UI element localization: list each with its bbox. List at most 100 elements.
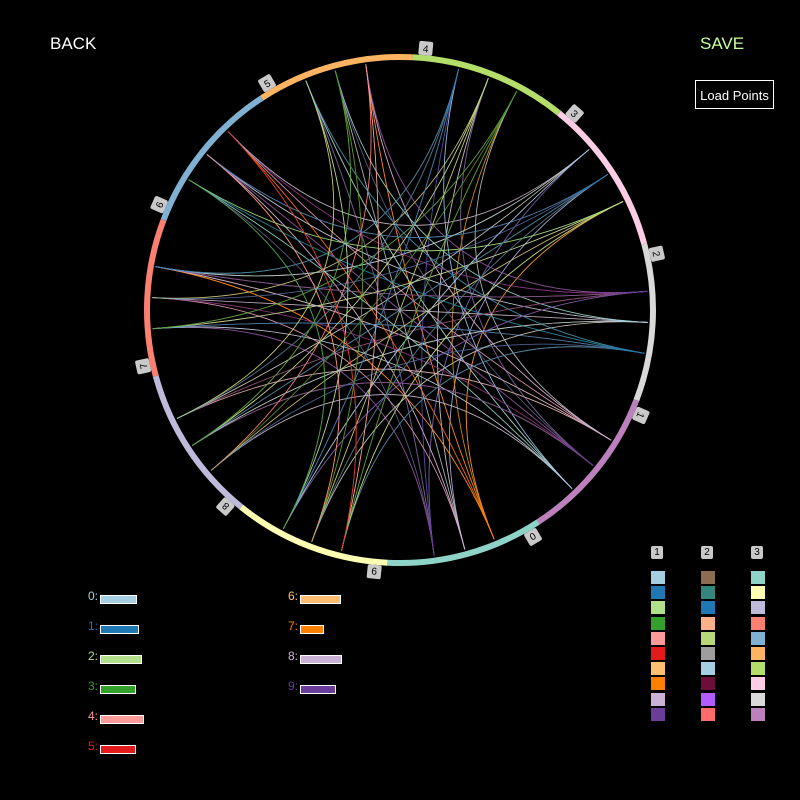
palette-header-2[interactable]: 2 <box>701 546 713 559</box>
palette-swatch[interactable] <box>651 662 665 676</box>
palette-swatch[interactable] <box>701 571 715 584</box>
palette-swatch[interactable] <box>651 692 665 706</box>
palette-swatch[interactable] <box>651 631 665 645</box>
chord-line <box>152 327 435 556</box>
legend-bar[interactable] <box>100 685 136 694</box>
legend-bar[interactable] <box>100 655 142 664</box>
chord-line <box>155 266 495 540</box>
chord-line <box>155 266 648 298</box>
palette-swatch[interactable] <box>651 707 665 721</box>
palette-swatch[interactable] <box>701 647 715 660</box>
palette-swatch[interactable] <box>651 571 665 584</box>
legend-label: 4: <box>88 709 99 723</box>
palette-swatch[interactable] <box>651 601 665 615</box>
palette-header-3[interactable]: 3 <box>751 546 763 559</box>
ring-segment-2[interactable] <box>633 243 656 402</box>
chord-line <box>210 91 518 471</box>
palette-swatch[interactable] <box>751 601 765 615</box>
legend-label: 6: <box>288 589 299 603</box>
palette-swatch[interactable] <box>751 586 765 600</box>
legend-bar[interactable] <box>100 625 139 634</box>
chord-line <box>152 322 645 354</box>
legend-label: 5: <box>88 739 99 753</box>
palette-swatch[interactable] <box>751 616 765 630</box>
ring-marker-2: 2 <box>648 245 665 262</box>
palette-swatch[interactable] <box>701 586 715 600</box>
palette-swatch[interactable] <box>701 662 715 676</box>
chord-line <box>152 297 466 550</box>
chord-line <box>341 91 518 552</box>
chord-lines <box>152 64 648 556</box>
legend-label: 2: <box>88 649 99 663</box>
chord-line <box>282 80 349 529</box>
back-button[interactable]: BACK <box>50 34 97 53</box>
chord-line <box>155 68 459 274</box>
ring-marker-8: 8 <box>216 497 235 516</box>
chord-line <box>282 290 648 529</box>
chord-line <box>474 91 612 441</box>
palette-swatch[interactable] <box>701 692 715 706</box>
chord-line <box>282 149 590 529</box>
legend-bar[interactable] <box>300 655 342 664</box>
ring-marker-9: 9 <box>366 564 382 580</box>
svg-text:0: 0 <box>527 529 538 542</box>
palette-swatch[interactable] <box>701 707 715 721</box>
chord-line <box>227 131 357 552</box>
chord-line <box>311 174 608 542</box>
palette-swatch[interactable] <box>651 586 665 600</box>
legend-bar[interactable] <box>100 745 136 754</box>
palette-swatch[interactable] <box>701 601 715 615</box>
ring-segment-7[interactable] <box>144 218 167 377</box>
ring-segment-4[interactable] <box>412 54 561 116</box>
legend-bar[interactable] <box>300 625 324 634</box>
palette-swatch[interactable] <box>751 692 765 706</box>
palette-swatch[interactable] <box>751 662 765 676</box>
chord-line <box>152 297 466 550</box>
load-points-button[interactable]: Load Points <box>695 80 774 109</box>
chord-line <box>152 201 624 330</box>
palette-swatch[interactable] <box>751 631 765 645</box>
palette-swatch[interactable] <box>701 677 715 691</box>
ring-segment-3[interactable] <box>556 110 648 245</box>
palette-swatch[interactable] <box>701 616 715 630</box>
save-button[interactable]: SAVE <box>700 34 745 53</box>
chord-line <box>465 201 624 540</box>
ring-marker-0: 0 <box>524 528 542 546</box>
palette-swatch[interactable] <box>651 677 665 691</box>
palette-swatch[interactable] <box>651 616 665 630</box>
ring-segment-5[interactable] <box>260 53 413 101</box>
ring-segment-0[interactable] <box>387 519 540 567</box>
legend-bar[interactable] <box>100 595 137 604</box>
legend-bar[interactable] <box>100 715 144 724</box>
ring-segment-6[interactable] <box>160 95 264 221</box>
palette-swatch[interactable] <box>751 677 765 691</box>
palette-header-1[interactable]: 1 <box>651 546 663 559</box>
chord-line <box>282 290 648 529</box>
chord-line <box>152 78 489 299</box>
legend-bar[interactable] <box>300 685 336 694</box>
ring-segment-9[interactable] <box>239 504 388 566</box>
ring-segment-1[interactable] <box>536 399 640 525</box>
chord-line <box>152 327 435 556</box>
legend-bar[interactable] <box>300 595 341 604</box>
palette-swatch[interactable] <box>701 631 715 645</box>
svg-text:7: 7 <box>139 362 151 370</box>
ring-segment-8[interactable] <box>152 375 244 510</box>
palette-swatch[interactable] <box>651 647 665 660</box>
chord-line <box>176 80 335 419</box>
chord-line <box>460 78 594 466</box>
chord-line <box>206 154 340 542</box>
chord-line <box>210 201 624 471</box>
chord-line <box>227 131 590 226</box>
palette-swatch[interactable] <box>751 571 765 584</box>
palette-swatch[interactable] <box>751 707 765 721</box>
ring-marker-7: 7 <box>135 358 152 375</box>
chord-line <box>334 70 648 323</box>
chord-line <box>152 174 608 300</box>
svg-text:4: 4 <box>422 44 429 56</box>
chord-line <box>188 179 326 529</box>
palette-swatch[interactable] <box>751 647 765 660</box>
ring-marker-5: 5 <box>258 74 276 92</box>
legend-label: 8: <box>288 649 299 663</box>
